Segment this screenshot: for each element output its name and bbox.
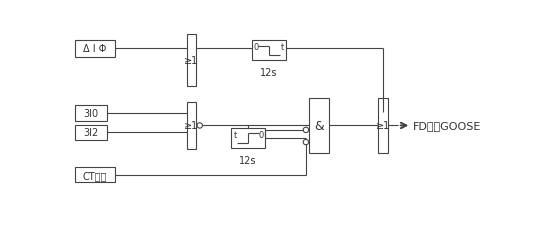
Text: ≥1: ≥1 (376, 121, 390, 131)
Bar (74, 41, 115, 58)
Bar (187, 35, 196, 87)
Text: ≥1: ≥1 (184, 121, 199, 131)
Text: 3I0: 3I0 (83, 109, 98, 119)
Text: t: t (281, 43, 284, 52)
Circle shape (303, 140, 309, 145)
Bar (309, 98, 329, 153)
Text: CT断线: CT断线 (83, 170, 107, 180)
Text: FD开放GOOSE: FD开放GOOSE (413, 121, 481, 131)
Bar (74, 106, 107, 121)
Bar (379, 98, 388, 153)
Text: 0: 0 (259, 130, 264, 140)
Text: 0: 0 (253, 43, 259, 52)
Text: 12s: 12s (260, 68, 278, 78)
Bar (74, 167, 115, 183)
Text: Δ I Φ: Δ I Φ (83, 44, 107, 54)
Bar (231, 128, 265, 148)
Bar (187, 102, 196, 150)
Bar (252, 41, 286, 61)
Text: 3I2: 3I2 (83, 128, 98, 138)
Bar (74, 125, 107, 140)
Text: 12s: 12s (240, 155, 257, 165)
Circle shape (197, 123, 202, 128)
Text: t: t (234, 130, 237, 140)
Text: &: & (314, 119, 324, 132)
Text: ≥1: ≥1 (184, 56, 199, 66)
Circle shape (303, 128, 309, 133)
